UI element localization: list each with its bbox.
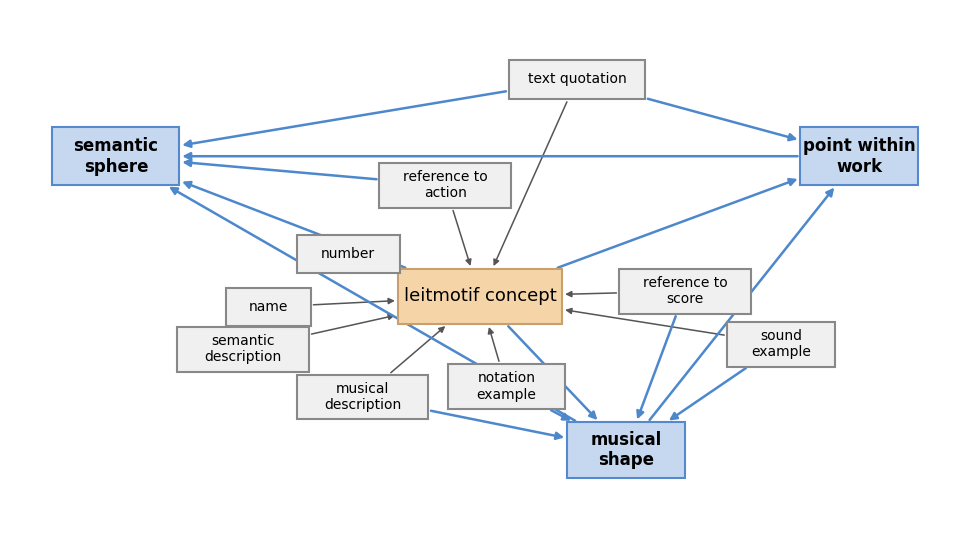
- FancyBboxPatch shape: [297, 235, 400, 273]
- FancyBboxPatch shape: [226, 288, 311, 326]
- Text: number: number: [322, 247, 375, 261]
- Text: musical
description: musical description: [324, 382, 401, 412]
- FancyBboxPatch shape: [397, 269, 563, 324]
- FancyBboxPatch shape: [727, 322, 835, 367]
- FancyBboxPatch shape: [801, 127, 918, 185]
- Text: leitmotif concept: leitmotif concept: [403, 287, 557, 306]
- Text: name: name: [249, 300, 288, 314]
- Text: sound
example: sound example: [751, 329, 811, 359]
- FancyBboxPatch shape: [619, 269, 751, 314]
- Text: point within
work: point within work: [803, 137, 916, 176]
- FancyBboxPatch shape: [379, 163, 511, 208]
- FancyBboxPatch shape: [297, 375, 428, 420]
- FancyBboxPatch shape: [447, 364, 565, 409]
- FancyBboxPatch shape: [177, 327, 309, 372]
- FancyBboxPatch shape: [53, 127, 180, 185]
- Text: text quotation: text quotation: [528, 72, 626, 86]
- Text: musical
shape: musical shape: [590, 430, 661, 469]
- Text: semantic
description: semantic description: [204, 334, 281, 364]
- FancyBboxPatch shape: [509, 59, 645, 99]
- Text: reference to
action: reference to action: [403, 170, 488, 200]
- Text: semantic
sphere: semantic sphere: [73, 137, 158, 176]
- Text: reference to
score: reference to score: [642, 276, 728, 306]
- Text: notation
example: notation example: [476, 372, 537, 402]
- FancyBboxPatch shape: [567, 422, 684, 478]
